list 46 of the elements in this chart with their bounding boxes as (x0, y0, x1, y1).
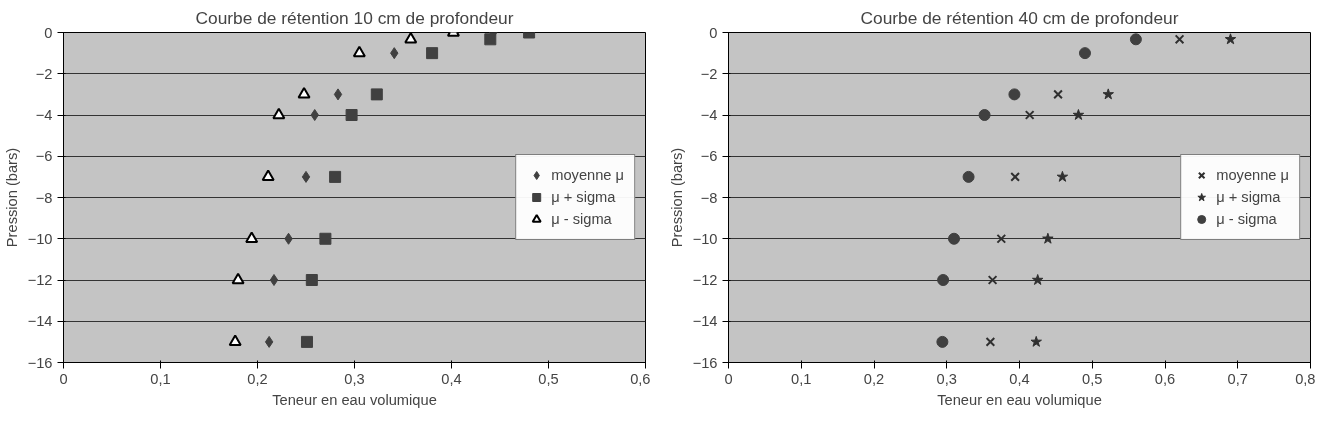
chart-title: Courbe de rétention 40 cm de profondeur (860, 7, 1179, 28)
x-tick-label: 0,4 (1009, 370, 1030, 387)
legend-label: μ - sigma (1216, 211, 1277, 227)
x-tick-label: 0 (724, 370, 733, 387)
x-tick-label: 0,6 (630, 370, 651, 387)
y-tick-label: −10 (27, 230, 53, 247)
x-tick-label: 0,1 (150, 370, 171, 387)
x-tick-label: 0,4 (441, 370, 462, 387)
y-tick-label: −14 (27, 313, 53, 330)
legend-label: μ + sigma (1216, 189, 1281, 205)
y-tick-label: −6 (35, 148, 53, 165)
y-axis-title: Pression (bars) (3, 147, 20, 248)
x-tick-label: 0,5 (1082, 370, 1103, 387)
y-tick-label: −12 (27, 272, 53, 288)
chart-title: Courbe de rétention 10 cm de profondeur (195, 7, 514, 28)
y-tick-label: −8 (35, 189, 53, 206)
legend-label: moyenne μ (1216, 167, 1289, 183)
x-tick-label: 0,8 (1295, 370, 1316, 387)
y-tick-label: −8 (700, 189, 718, 206)
y-tick-label: −6 (700, 148, 718, 165)
legend-label: moyenne μ (551, 167, 624, 183)
x-tick-label: 0,1 (791, 370, 812, 387)
legend-label: μ + sigma (551, 189, 616, 205)
y-tick-label: 0 (44, 24, 53, 41)
y-tick-label: 0 (709, 24, 718, 41)
y-axis-title: Pression (bars) (668, 147, 685, 248)
x-tick-label: 0,2 (247, 370, 268, 387)
x-tick-label: 0,6 (1154, 370, 1176, 387)
x-tick-label: 0,7 (1227, 370, 1248, 387)
x-axis-title: Teneur en eau volumique (272, 391, 437, 408)
y-tick-label: −16 (27, 354, 53, 371)
x-tick-label: 0,2 (863, 370, 885, 387)
x-axis-title: Teneur en eau volumique (937, 391, 1102, 408)
legend-label: μ - sigma (551, 211, 612, 227)
y-tick-label: −2 (700, 65, 718, 82)
y-tick-label: −2 (35, 65, 53, 82)
y-tick-label: −16 (692, 354, 718, 371)
y-tick-label: −4 (35, 107, 53, 123)
x-tick-label: 0,3 (344, 370, 365, 387)
x-tick-label: 0,3 (936, 370, 957, 387)
y-tick-label: −10 (692, 230, 718, 247)
y-tick-label: −12 (692, 272, 718, 288)
x-tick-label: 0 (59, 370, 68, 387)
y-tick-label: −4 (700, 107, 718, 123)
y-tick-label: −14 (692, 313, 718, 330)
x-tick-label: 0,5 (538, 370, 559, 387)
